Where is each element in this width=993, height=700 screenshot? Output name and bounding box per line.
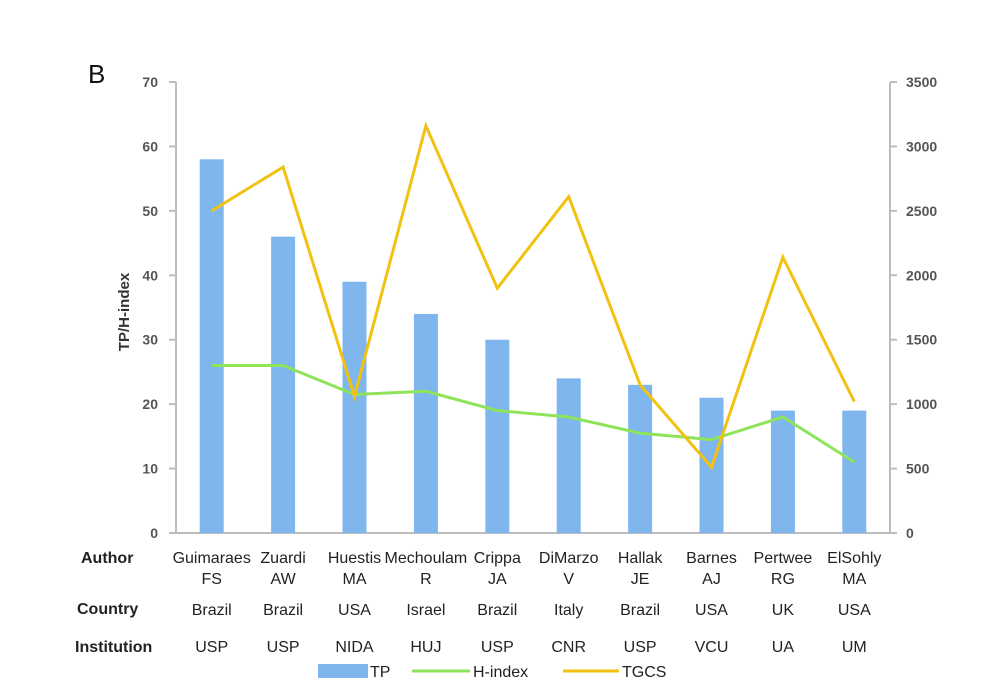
tp-bar bbox=[271, 236, 296, 533]
author-name: Mechoulam bbox=[385, 550, 468, 567]
country-label: Brazil bbox=[263, 602, 303, 619]
author-name: Barnes bbox=[686, 550, 737, 567]
author-name: ElSohly bbox=[827, 550, 881, 567]
country-label: Brazil bbox=[620, 602, 660, 619]
institution-label: UM bbox=[842, 639, 867, 656]
right-tick-label: 0 bbox=[906, 525, 914, 541]
tp-bar bbox=[485, 339, 510, 533]
institution-label: UA bbox=[772, 639, 795, 656]
country-label: USA bbox=[838, 602, 871, 619]
axes: TP/H-index 0 10 20 30 40 50 60 70 0 500 1000 1500 20… bbox=[116, 74, 937, 541]
tp-bars bbox=[199, 159, 867, 534]
right-tick-label: 3500 bbox=[906, 74, 937, 90]
right-tick-label: 500 bbox=[906, 461, 930, 477]
left-tick-label: 40 bbox=[142, 267, 158, 283]
tgcs-line bbox=[210, 121, 856, 471]
right-tick-label: 2500 bbox=[906, 203, 937, 219]
country-label: USA bbox=[338, 602, 371, 619]
author-name: Pertwee bbox=[754, 550, 813, 567]
author-initials: AJ bbox=[702, 571, 721, 588]
author-initials: JA bbox=[488, 571, 507, 588]
author-name: Zuardi bbox=[260, 550, 305, 567]
tp-bar bbox=[556, 378, 581, 533]
legend-label-tgcs: TGCS bbox=[622, 664, 666, 681]
author-name: Hallak bbox=[618, 550, 663, 567]
institution-label: USP bbox=[267, 639, 300, 656]
right-tick-label: 1500 bbox=[906, 332, 937, 348]
author-initials: MA bbox=[842, 571, 866, 588]
institution-label: USP bbox=[481, 639, 514, 656]
country-label: Israel bbox=[406, 602, 445, 619]
author-initials: FS bbox=[201, 571, 221, 588]
author-row-header: Author bbox=[81, 550, 133, 567]
left-tick-label: 20 bbox=[142, 396, 158, 412]
country-label: Brazil bbox=[477, 602, 517, 619]
institution-label: NIDA bbox=[335, 639, 374, 656]
author-name: Huestis bbox=[328, 550, 381, 567]
left-tick-label: 0 bbox=[150, 525, 158, 541]
institution-label: USP bbox=[624, 639, 657, 656]
right-tick-label: 3000 bbox=[906, 138, 937, 154]
legend-swatch-tp bbox=[318, 664, 368, 678]
author-initials: RG bbox=[771, 571, 795, 588]
y-axis-title: TP/H-index bbox=[116, 272, 133, 351]
institution-label: CNR bbox=[551, 639, 586, 656]
legend-label-h-index: H-index bbox=[473, 664, 528, 681]
institution-label: HUJ bbox=[410, 639, 441, 656]
country-row-header: Country bbox=[77, 601, 138, 618]
author-initials: V bbox=[563, 571, 574, 588]
left-tick-label: 50 bbox=[142, 203, 158, 219]
author-initials: MA bbox=[343, 571, 367, 588]
institution-row-header: Institution bbox=[75, 639, 152, 656]
country-label: UK bbox=[772, 602, 795, 619]
left-tick-label: 30 bbox=[142, 332, 158, 348]
h-index-line bbox=[211, 363, 856, 464]
panel-label: B bbox=[88, 59, 105, 89]
left-tick-label: 10 bbox=[142, 461, 158, 477]
tp-bar bbox=[842, 410, 867, 533]
left-tick-label: 60 bbox=[142, 138, 158, 154]
tp-bar bbox=[770, 410, 795, 533]
tp-bar bbox=[628, 384, 653, 533]
legend-label-tp: TP bbox=[370, 664, 390, 681]
institution-label: USP bbox=[195, 639, 228, 656]
author-name: Guimaraes bbox=[173, 550, 251, 567]
left-tick-label: 70 bbox=[142, 74, 158, 90]
legend: TP H-index TGCS bbox=[318, 664, 666, 681]
author-initials: JE bbox=[631, 571, 650, 588]
author-initials: R bbox=[420, 571, 432, 588]
tp-bar bbox=[342, 281, 367, 533]
tp-bar bbox=[413, 313, 438, 533]
author-initials: AW bbox=[271, 571, 297, 588]
country-label: Brazil bbox=[192, 602, 232, 619]
institution-label: VCU bbox=[695, 639, 729, 656]
tp-bar bbox=[199, 159, 224, 534]
author-name: Crippa bbox=[474, 550, 521, 567]
right-tick-label: 2000 bbox=[906, 267, 937, 283]
country-label: Italy bbox=[554, 602, 583, 619]
series-lines bbox=[210, 121, 856, 471]
right-tick-label: 1000 bbox=[906, 396, 937, 412]
category-table: Author Country Institution Guimaraes FS Br… bbox=[75, 550, 881, 656]
country-label: USA bbox=[695, 602, 728, 619]
author-name: DiMarzo bbox=[539, 550, 599, 567]
